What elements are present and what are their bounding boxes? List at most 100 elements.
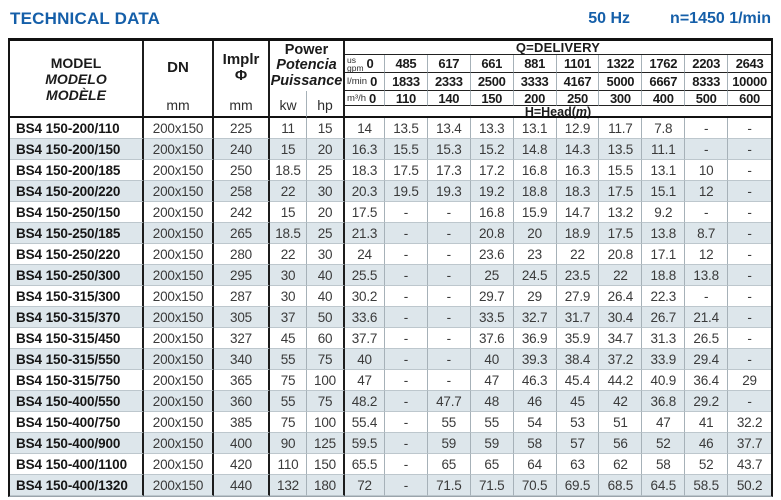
head-cell: 69.5	[556, 475, 600, 496]
kw-cell: 30	[270, 265, 307, 286]
head-cell: 72	[345, 475, 385, 496]
head-cell: -	[427, 223, 471, 244]
head-cell: 15.1	[642, 181, 686, 202]
head-cell: -	[385, 307, 428, 328]
head-cell: 40.9	[642, 370, 686, 391]
head-cell: 17.3	[427, 160, 471, 181]
head-cell: 45.4	[556, 370, 600, 391]
head-cell: 12.9	[556, 118, 600, 139]
hp-cell: 25	[307, 160, 345, 181]
hp-cell: 150	[307, 454, 345, 475]
hp-cell: 75	[307, 349, 345, 370]
head-cell: 33.9	[642, 349, 686, 370]
head-cell: 19.5	[385, 181, 428, 202]
head-cell: 14.7	[556, 202, 600, 223]
head-cell: 29	[513, 286, 557, 307]
head-cell: -	[385, 223, 428, 244]
head-cell: 17.2	[470, 160, 514, 181]
delivery-title: Q=DELIVERY	[345, 40, 771, 55]
head-cell: -	[728, 244, 771, 265]
flow-value: 200	[513, 91, 557, 106]
flow-unit-lmin: l/min 0	[345, 73, 385, 91]
head-cell: 71.5	[427, 475, 471, 496]
model-label-en: MODEL	[50, 54, 102, 71]
head-cell: -	[427, 265, 471, 286]
model-label-fr: MODÈLE	[46, 86, 106, 103]
model-label-es: MODELO	[45, 70, 107, 87]
head-cell: 31.7	[556, 307, 600, 328]
kw-cell: 18.5	[270, 160, 307, 181]
head-cell: 20.3	[345, 181, 385, 202]
head-cell: 18.9	[556, 223, 600, 244]
head-cell: 37.2	[599, 349, 643, 370]
impeller-cell: 295	[214, 265, 270, 286]
head-cell: 30.2	[345, 286, 385, 307]
head-cell: 64.5	[642, 475, 686, 496]
head-cell: -	[728, 160, 771, 181]
head-cell: -	[385, 328, 428, 349]
model-cell: BS4 150-315/300	[10, 286, 144, 307]
hp-cell: 180	[307, 475, 345, 496]
head-cell: 47	[470, 370, 514, 391]
head-cell: 15.9	[513, 202, 557, 223]
hp-cell: 60	[307, 328, 345, 349]
hp-cell: 20	[307, 139, 345, 160]
head-cell: 46	[513, 391, 557, 412]
impeller-cell: 400	[214, 433, 270, 454]
head-cell: 56	[599, 433, 643, 454]
head-cell: -	[728, 328, 771, 349]
head-cell: 45	[556, 391, 600, 412]
impeller-label: Implr	[222, 50, 260, 68]
head-cell: 13.1	[642, 160, 686, 181]
head-cell: 47	[642, 412, 686, 433]
flow-value: 500	[685, 91, 729, 106]
dn-cell: 200x150	[144, 265, 214, 286]
head-cell: 29.7	[470, 286, 514, 307]
flow-value: 4167	[556, 73, 600, 91]
head-cell: 15.5	[385, 139, 428, 160]
head-cell: -	[385, 433, 428, 454]
head-cell: 12	[685, 181, 729, 202]
head-cell: 13.4	[427, 118, 471, 139]
head-cell: -	[385, 454, 428, 475]
head-cell: -	[427, 286, 471, 307]
head-cell: 21.3	[345, 223, 385, 244]
head-cell: 29.4	[685, 349, 729, 370]
head-cell: -	[728, 223, 771, 244]
head-cell: 32.2	[728, 412, 771, 433]
dn-cell: 200x150	[144, 475, 214, 496]
impeller-cell: 258	[214, 181, 270, 202]
head-cell: 23	[513, 244, 557, 265]
head-cell: 14.3	[556, 139, 600, 160]
head-cell: 24.5	[513, 265, 557, 286]
head-cell: 13.5	[385, 118, 428, 139]
hp-cell: 25	[307, 223, 345, 244]
hp-cell: 100	[307, 370, 345, 391]
kw-cell: 45	[270, 328, 307, 349]
head-cell: 23.5	[556, 265, 600, 286]
head-cell: 51	[599, 412, 643, 433]
head-cell: 18.3	[556, 181, 600, 202]
head-cell: 36.9	[513, 328, 557, 349]
head-cell: 35.9	[556, 328, 600, 349]
m3h-label: m³/h	[347, 92, 366, 104]
head-cell: 14	[345, 118, 385, 139]
dn-cell: 200x150	[144, 370, 214, 391]
head-cell: 65	[470, 454, 514, 475]
model-cell: BS4 150-315/450	[10, 328, 144, 349]
head-cell: 17.5	[599, 223, 643, 244]
head-cell: 25.5	[345, 265, 385, 286]
dn-cell: 200x150	[144, 202, 214, 223]
head-cell: -	[728, 139, 771, 160]
kw-cell: 22	[270, 244, 307, 265]
head-cell: -	[728, 349, 771, 370]
model-cell: BS4 150-200/110	[10, 118, 144, 139]
flow-value: 600	[728, 91, 771, 106]
dn-cell: 200x150	[144, 454, 214, 475]
head-cell: 70.5	[513, 475, 557, 496]
power-label-en: Power	[284, 41, 329, 58]
impeller-cell: 287	[214, 286, 270, 307]
dn-label: DN	[167, 58, 189, 76]
hp-cell: 40	[307, 286, 345, 307]
model-cell: BS4 150-400/1100	[10, 454, 144, 475]
